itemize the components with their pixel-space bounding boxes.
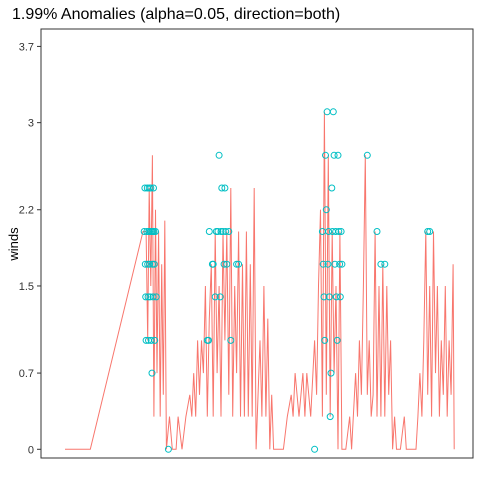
y-axis-label: winds (6, 227, 21, 262)
plot-panel (41, 29, 473, 458)
y-tick-label: 0 (28, 444, 34, 456)
chart-title: 1.99% Anomalies (alpha=0.05, direction=b… (12, 6, 340, 23)
y-tick-label: 1.5 (19, 281, 34, 293)
y-axis: 0 0.7 1.5 2.2 3 3.7 (19, 41, 41, 456)
y-tick-label: 3 (28, 118, 34, 130)
y-tick-label: 0.7 (19, 368, 34, 380)
y-tick-label: 3.7 (19, 41, 34, 53)
y-tick-label: 2.2 (19, 205, 34, 217)
